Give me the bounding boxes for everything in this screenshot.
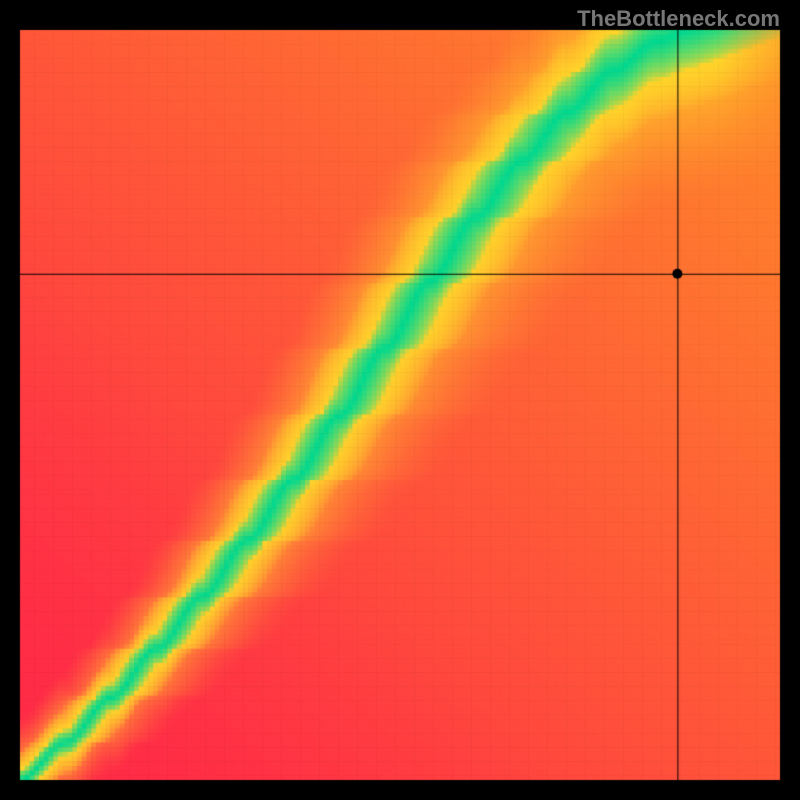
- bottleneck-heatmap-canvas: [0, 0, 800, 800]
- chart-container: TheBottleneck.com: [0, 0, 800, 800]
- watermark-text: TheBottleneck.com: [577, 6, 780, 32]
